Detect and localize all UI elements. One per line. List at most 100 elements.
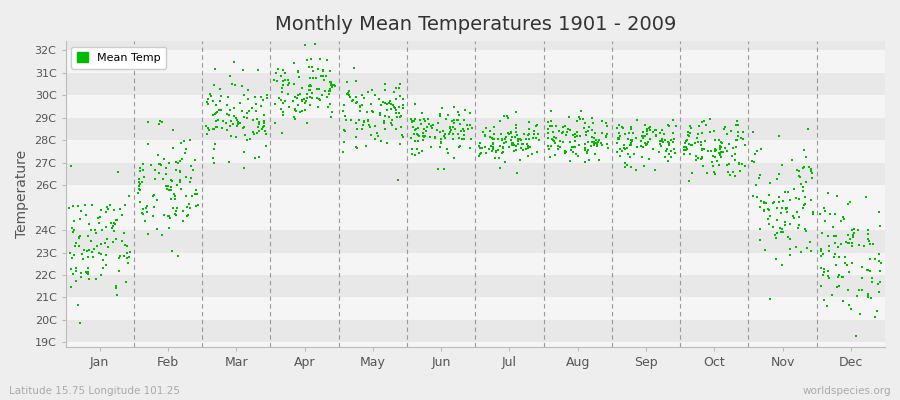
Point — [437, 134, 452, 141]
Point — [122, 253, 136, 260]
Point — [452, 135, 466, 141]
Point — [281, 76, 295, 83]
Point — [81, 264, 95, 271]
Point — [407, 118, 421, 124]
Point — [269, 69, 284, 76]
Point — [190, 191, 204, 197]
Point — [599, 120, 614, 127]
Point — [84, 226, 98, 233]
Point — [411, 132, 426, 139]
Point — [486, 146, 500, 152]
Point — [630, 144, 644, 150]
Point — [405, 151, 419, 157]
Point — [822, 274, 836, 281]
Point — [422, 120, 436, 127]
Point — [82, 247, 96, 254]
Point — [827, 254, 842, 260]
Point — [578, 159, 592, 165]
Point — [233, 120, 248, 126]
Point — [464, 125, 479, 131]
Point — [636, 163, 651, 170]
Point — [337, 138, 351, 145]
Point — [707, 171, 722, 178]
Point — [254, 94, 268, 101]
Point — [85, 202, 99, 208]
Point — [664, 148, 679, 155]
Point — [609, 140, 624, 146]
Point — [66, 229, 80, 235]
Point — [477, 144, 491, 150]
Point — [447, 126, 462, 132]
Point — [169, 159, 184, 165]
Point — [576, 116, 590, 122]
Point — [104, 220, 118, 226]
Point — [505, 142, 519, 148]
Point — [452, 112, 466, 118]
Point — [871, 281, 886, 288]
Point — [838, 260, 852, 266]
Point — [622, 130, 636, 136]
Point — [220, 127, 234, 133]
Point — [88, 229, 103, 236]
Point — [135, 166, 149, 173]
Point — [543, 123, 557, 130]
Point — [206, 82, 220, 88]
Point — [408, 152, 422, 158]
Point — [752, 237, 767, 244]
Point — [86, 254, 100, 260]
Point — [338, 102, 352, 108]
Point — [804, 248, 818, 254]
Point — [656, 139, 670, 146]
Point — [435, 104, 449, 111]
Point — [783, 252, 797, 258]
Point — [634, 142, 648, 149]
Point — [434, 136, 448, 142]
Bar — [66, 118, 885, 140]
Point — [305, 94, 320, 101]
Point — [814, 283, 828, 289]
Point — [502, 144, 517, 150]
Point — [382, 114, 397, 120]
Point — [499, 158, 513, 165]
Point — [306, 75, 320, 81]
Point — [753, 146, 768, 152]
Point — [497, 113, 511, 119]
Bar — [66, 50, 885, 72]
Point — [140, 141, 155, 147]
Point — [817, 208, 832, 214]
Point — [322, 86, 337, 92]
Point — [350, 126, 365, 132]
Point — [625, 137, 639, 143]
Point — [96, 265, 111, 272]
Point — [232, 100, 247, 106]
Point — [152, 120, 166, 127]
Point — [821, 233, 835, 240]
Point — [568, 138, 582, 145]
Point — [519, 141, 534, 148]
Point — [695, 130, 709, 136]
Point — [872, 251, 886, 257]
Point — [315, 67, 329, 73]
Point — [727, 151, 742, 158]
Point — [820, 302, 834, 309]
Point — [396, 96, 410, 102]
Point — [247, 131, 261, 138]
Point — [775, 162, 789, 168]
Point — [323, 78, 338, 85]
Point — [324, 80, 338, 86]
Point — [731, 132, 745, 139]
Point — [291, 68, 305, 75]
Point — [99, 262, 113, 268]
Point — [761, 192, 776, 198]
Point — [378, 87, 392, 93]
Point — [612, 136, 626, 142]
Point — [203, 91, 218, 97]
Point — [763, 179, 778, 186]
Point — [624, 140, 638, 147]
Point — [874, 260, 888, 266]
Point — [115, 238, 130, 244]
Point — [356, 119, 371, 126]
Point — [722, 161, 736, 168]
Point — [389, 85, 403, 91]
Point — [768, 232, 782, 238]
